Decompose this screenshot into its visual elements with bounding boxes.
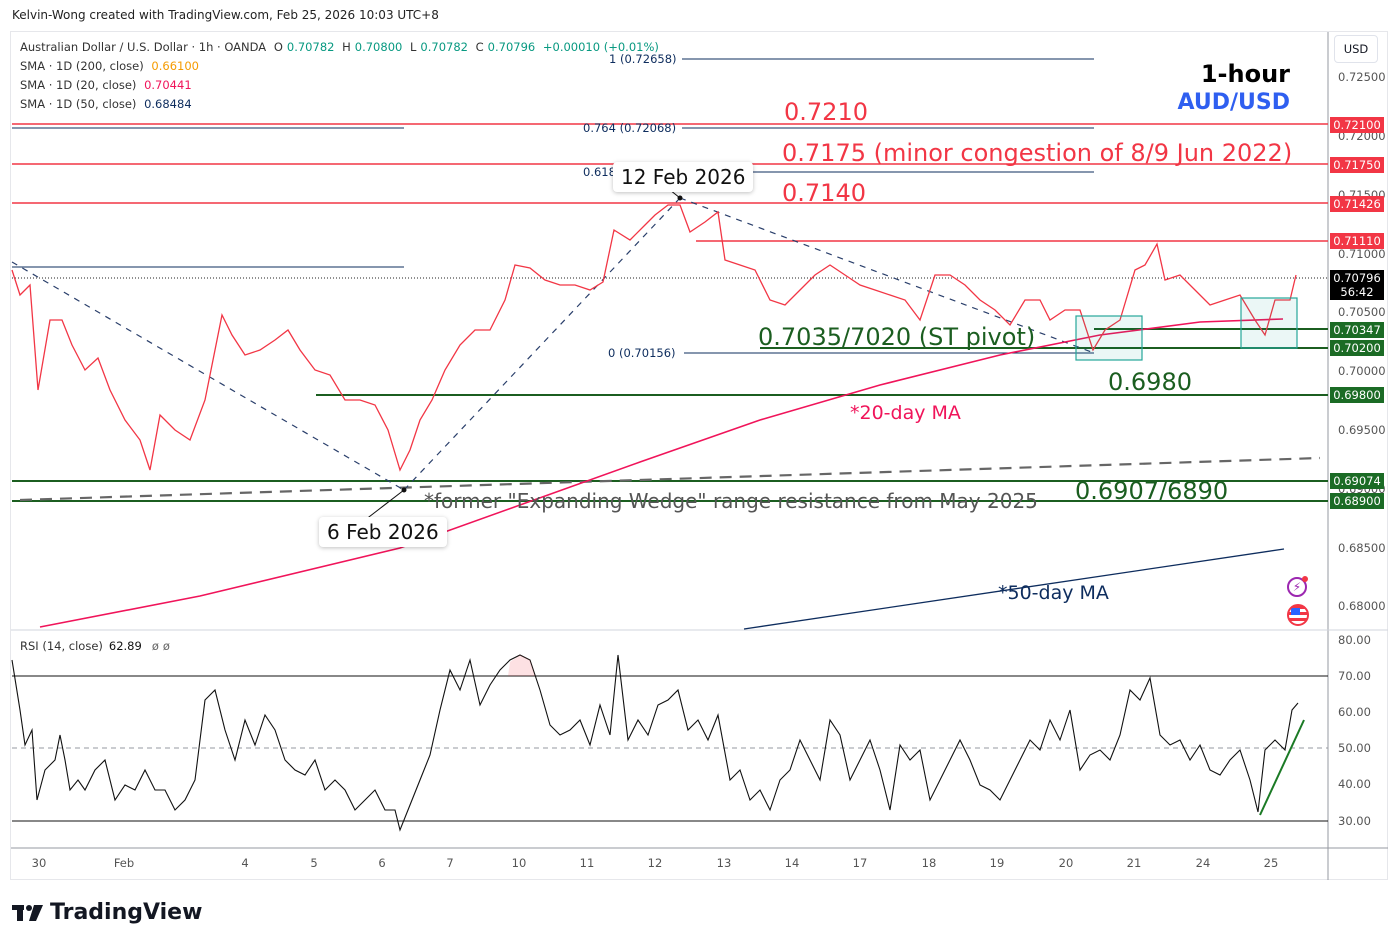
time-axis-label: 19 xyxy=(989,856,1005,870)
open-value: 0.70782 xyxy=(286,40,335,54)
high-value: 0.70800 xyxy=(354,40,403,54)
callout-swing-low: 6 Feb 2026 xyxy=(319,517,447,547)
time-axis-label: 17 xyxy=(852,856,868,870)
consolidation-box-1 xyxy=(1075,315,1143,361)
fib-label-764: 0.764 (0.72068) xyxy=(583,121,677,135)
wedge-label: *former "Expanding Wedge" range resistan… xyxy=(424,489,1038,513)
bar-countdown: 56:42 xyxy=(1340,285,1374,299)
resistance-label-7210: 0.7210 xyxy=(784,98,868,126)
price-axis-label: 0.68000 xyxy=(1338,599,1386,613)
price-axis-label: 0.70000 xyxy=(1338,364,1386,378)
last-price-value: 0.70796 xyxy=(1333,271,1381,285)
ma50-line xyxy=(743,548,1285,630)
resistance-label-7140: 0.7140 xyxy=(782,179,866,207)
ma20-line xyxy=(39,318,1284,628)
symbol-label: Australian Dollar / U.S. Dollar · 1h · O… xyxy=(20,40,267,54)
price-tag-69074: 0.69074 xyxy=(1330,473,1384,489)
us-flag-events-icon[interactable] xyxy=(1287,604,1309,626)
price-tag-7142: 0.71426 xyxy=(1330,196,1384,212)
time-axis-label: 25 xyxy=(1263,856,1279,870)
time-axis-label: 7 xyxy=(446,856,454,870)
price-axis-label: 0.68500 xyxy=(1338,541,1386,555)
price-tag-6980: 0.69800 xyxy=(1330,387,1384,403)
time-axis-label: 11 xyxy=(579,856,595,870)
price-tag-7175: 0.71750 xyxy=(1330,157,1384,173)
callout-swing-high: 12 Feb 2026 xyxy=(613,162,754,192)
support-label-6980: 0.6980 xyxy=(1108,368,1192,396)
sma50-value: 0.68484 xyxy=(144,97,192,111)
time-axis-label: 18 xyxy=(921,856,937,870)
consolidation-box-2 xyxy=(1240,297,1298,349)
price-tag-7020: 0.70200 xyxy=(1330,340,1384,356)
time-axis-label: 21 xyxy=(1126,856,1142,870)
tradingview-logo-icon xyxy=(12,904,43,921)
pair-title: AUD/USD xyxy=(1177,90,1290,115)
time-axis-label: 6 xyxy=(378,856,386,870)
price-tag-7210: 0.72100 xyxy=(1330,117,1384,133)
time-axis-label: 14 xyxy=(784,856,800,870)
symbol-row: Australian Dollar / U.S. Dollar · 1h · O… xyxy=(20,40,659,54)
legend: Australian Dollar / U.S. Dollar · 1h · O… xyxy=(20,38,663,114)
time-axis-label: 12 xyxy=(647,856,663,870)
chart-frame xyxy=(10,31,1388,880)
time-axis-label: 24 xyxy=(1195,856,1211,870)
chart-credit: Kelvin-Wong created with TradingView.com… xyxy=(12,8,439,22)
close-value: 0.70796 xyxy=(487,40,536,54)
low-value: 0.70782 xyxy=(420,40,468,54)
price-tag-7111: 0.71110 xyxy=(1330,233,1384,249)
tradingview-logo[interactable]: TradingView xyxy=(12,900,202,925)
pivot-label: 0.7035/7020 (ST pivot) xyxy=(758,323,1036,351)
time-axis-label: Feb xyxy=(113,856,135,870)
rsi-trendline xyxy=(1259,719,1305,816)
sma20-row[interactable]: SMA · 1D (20, close) 0.70441 xyxy=(20,78,192,92)
fib-label-1: 1 (0.72658) xyxy=(609,52,677,66)
sma50-row[interactable]: SMA · 1D (50, close) 0.68484 xyxy=(20,97,192,111)
time-axis-label: 13 xyxy=(716,856,732,870)
sma20-value: 0.70441 xyxy=(144,78,192,92)
price-axis-label: 0.70500 xyxy=(1338,305,1386,319)
last-price-tag: 0.70796 56:42 xyxy=(1330,270,1384,300)
trendlines xyxy=(11,197,1095,491)
resistance-label-7175: 0.7175 (minor congestion of 8/9 Jun 2022… xyxy=(782,139,1293,167)
currency-button[interactable]: USD xyxy=(1334,35,1378,63)
price-axis-label: 0.72500 xyxy=(1338,70,1386,84)
price-axis-label: 0.71000 xyxy=(1338,247,1386,261)
time-axis-label: 10 xyxy=(511,856,527,870)
ma20-label: *20-day MA xyxy=(850,402,961,424)
rsi-axis-label: 80.00 xyxy=(1338,633,1371,647)
tradingview-wordmark: TradingView xyxy=(50,900,203,925)
ma50-label: *50-day MA xyxy=(998,582,1109,604)
fib-label-0: 0 (0.70156) xyxy=(608,346,676,360)
time-axis-label: 20 xyxy=(1058,856,1074,870)
price-tag-70347: 0.70347 xyxy=(1330,322,1384,338)
lightning-alert-icon[interactable]: ⚡ xyxy=(1287,576,1308,597)
support-label-6907: 0.6907/6890 xyxy=(1075,477,1229,505)
candles xyxy=(11,204,1297,472)
support-lines xyxy=(12,328,1328,502)
timeframe-title: 1-hour xyxy=(1200,60,1290,88)
time-axis-label: 30 xyxy=(31,856,47,870)
rsi-pane xyxy=(11,654,1328,832)
rsi-value: 62.89 xyxy=(108,639,142,653)
rsi-axis-label: 30.00 xyxy=(1338,814,1371,828)
expanding-wedge-line xyxy=(19,456,1321,502)
rsi-axis-label: 70.00 xyxy=(1338,669,1371,683)
rsi-legend[interactable]: RSI (14, close) 62.89 ø ø xyxy=(20,639,170,653)
rsi-axis-label: 50.00 xyxy=(1338,741,1371,755)
rsi-label: RSI (14, close) xyxy=(20,639,103,653)
sma200-value: 0.66100 xyxy=(151,59,199,73)
rsi-axis-label: 40.00 xyxy=(1338,777,1371,791)
time-axis-label: 5 xyxy=(310,856,318,870)
price-tag-6890: 0.68900 xyxy=(1330,493,1384,509)
price-axis-label: 0.69500 xyxy=(1338,423,1386,437)
rsi-axis-label: 60.00 xyxy=(1338,705,1371,719)
time-axis-label: 4 xyxy=(241,856,249,870)
sma200-row[interactable]: SMA · 1D (200, close) 0.66100 xyxy=(20,59,199,73)
fib-retracement xyxy=(12,58,1094,354)
change-value: +0.00010 (+0.01%) xyxy=(542,40,659,54)
